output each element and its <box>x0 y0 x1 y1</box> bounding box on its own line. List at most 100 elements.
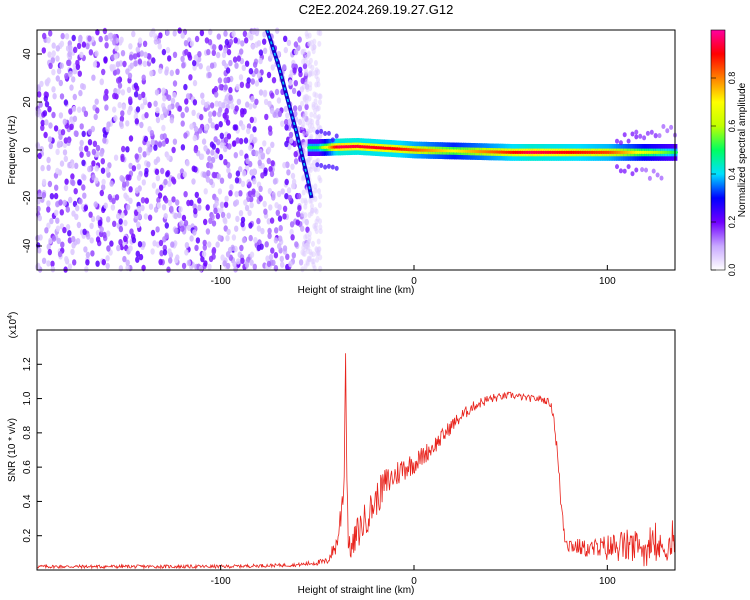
spectrogram-cell <box>160 113 165 121</box>
spectrogram-cell <box>95 236 101 243</box>
spectrogram-cell <box>46 156 51 164</box>
spectrogram-cell <box>83 246 88 253</box>
spectrogram-cell <box>123 219 128 227</box>
spectrogram-cell <box>118 225 124 233</box>
spectrogram-cell <box>224 38 230 46</box>
spectrogram-cell <box>50 260 55 267</box>
spectrogram-cell <box>211 171 216 179</box>
spectrogram-cell <box>661 124 666 129</box>
spectrogram-cell <box>87 35 92 42</box>
spectrogram-cell <box>277 243 282 250</box>
spectrogram-cell <box>183 191 188 198</box>
spectrogram-cell <box>95 29 100 36</box>
spectrogram-cell <box>178 206 183 213</box>
spectrogram-cell <box>228 59 233 67</box>
spectrogram-cell <box>313 112 317 119</box>
spectrogram-cell <box>116 88 121 95</box>
spectrogram-cell <box>104 34 109 42</box>
spectrogram-cell <box>79 51 84 59</box>
spectrogram-cell <box>55 148 60 156</box>
spectrogram-cell <box>270 247 275 254</box>
spectrogram-cell <box>257 159 262 166</box>
spectrogram-cell <box>300 225 305 232</box>
spectrogram-cell <box>201 250 207 258</box>
spectrogram-cell <box>184 48 189 56</box>
spectrogram-cell <box>78 145 84 152</box>
spectrogram-cell <box>210 122 215 129</box>
spectrogram-cell <box>319 128 324 134</box>
spectrogram-cell <box>127 174 132 181</box>
spectrogram-cell <box>300 77 305 85</box>
spectrogram-cell <box>179 220 184 227</box>
spectrogram-cell <box>97 219 103 226</box>
spectrogram-cell <box>112 39 117 46</box>
spectrogram-cell <box>300 211 305 218</box>
spectrogram-cell <box>615 164 619 170</box>
spectrogram-cell <box>310 118 314 125</box>
spectrogram-cell <box>157 43 162 50</box>
spectrogram-cell <box>146 161 151 168</box>
spectrogram-cell <box>148 203 154 210</box>
spectrogram-cell <box>618 140 623 146</box>
spectrogram-cell <box>175 199 180 206</box>
spectrogram-cell <box>142 40 148 47</box>
spectrogram-cell <box>318 218 322 225</box>
spectrogram-cell <box>316 29 321 36</box>
spectrogram-cell <box>193 54 199 61</box>
spectrogram-cell <box>162 95 167 102</box>
snr-x-tick-label: 100 <box>599 576 616 587</box>
snr-multiplier: (x104) <box>7 312 19 339</box>
spectrogram-cell <box>216 33 221 40</box>
spectrogram-cell <box>280 188 285 195</box>
spectrogram-cell <box>241 123 246 131</box>
spectrogram-cell <box>134 187 140 194</box>
spectrogram-cell <box>75 205 80 212</box>
spectrogram-cell <box>310 203 314 210</box>
spectrogram-cell <box>255 190 260 198</box>
svg-text:(x104): (x104) <box>7 312 19 339</box>
snr-series-line <box>36 353 675 570</box>
spectrogram-cell <box>311 48 316 55</box>
spectrogram-cell <box>102 27 108 35</box>
spectrogram-cell <box>135 256 140 263</box>
spectrogram-cell <box>141 74 146 81</box>
spectrogram-cell <box>55 55 60 62</box>
spectrogram-cell <box>182 171 187 178</box>
spectrogram-cell <box>228 94 233 101</box>
spectrogram-cell <box>41 178 47 186</box>
spectrogram-x-axis-label: Height of straight line (km) <box>298 285 415 296</box>
spectrogram-cell <box>222 260 227 267</box>
spectrogram-cell <box>298 259 304 266</box>
spectrogram-cell <box>262 89 268 97</box>
spectrogram-cell <box>225 235 230 242</box>
spectrogram-cell <box>209 102 215 109</box>
spectrogram-cell <box>71 34 76 42</box>
spectrogram-cell <box>202 171 207 178</box>
spectrogram-cell <box>172 30 177 37</box>
spectrogram-cell <box>248 144 253 151</box>
spectrogram-cell <box>248 234 253 242</box>
spectrogram-cell <box>236 258 241 265</box>
spectrogram-cell <box>163 178 168 186</box>
spectrogram-cell <box>184 98 189 105</box>
spectrogram-cell <box>158 32 163 39</box>
spectrogram-cell <box>55 45 60 52</box>
spectrogram-x-tick-label: 100 <box>599 276 616 287</box>
spectrogram-cell <box>225 262 231 270</box>
spectrogram-cell <box>274 88 280 96</box>
spectrogram-cell <box>100 158 106 165</box>
spectrogram-cell <box>51 50 56 57</box>
spectrogram-cell <box>101 68 106 76</box>
spectrogram-cell <box>302 113 307 120</box>
spectrogram-cell <box>136 174 142 181</box>
spectrogram-cell <box>264 113 269 121</box>
spectrogram-cell <box>91 160 96 167</box>
spectrogram-cell <box>206 170 211 177</box>
spectrogram-cell <box>115 61 121 68</box>
spectrogram-cell <box>243 199 248 206</box>
spectrogram-cell <box>309 210 314 217</box>
spectrogram-cell <box>131 30 136 38</box>
spectrogram-cell <box>298 66 303 74</box>
spectrogram-cell <box>46 77 51 84</box>
spectrogram-cell <box>105 166 110 174</box>
